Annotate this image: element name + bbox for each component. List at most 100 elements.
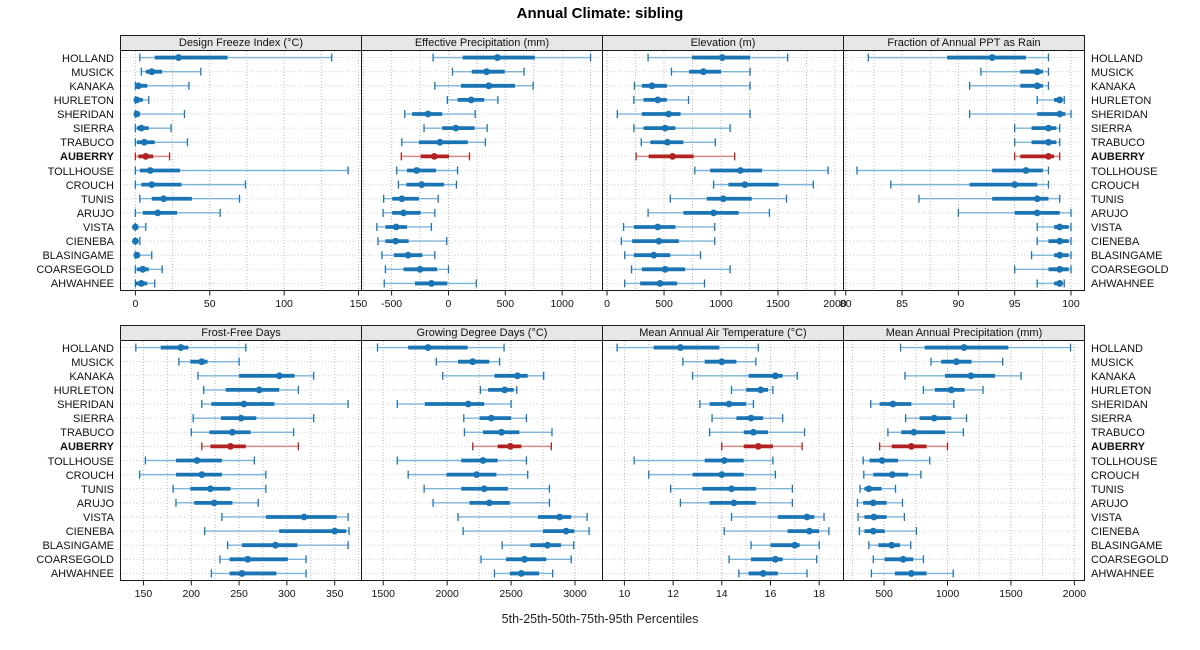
median-dot <box>140 138 148 146</box>
station-label-musick: MUSICK <box>1091 356 1134 369</box>
percentile-bar-sierra <box>423 124 488 133</box>
x-axis-tick-label: 18 <box>813 588 825 600</box>
median-dot <box>718 471 726 479</box>
station-label-vista: VISTA <box>1091 221 1122 234</box>
median-dot <box>669 152 676 160</box>
percentile-bar-arujo <box>957 208 1072 217</box>
percentile-bar-blasingame <box>226 541 349 550</box>
median-dot <box>736 167 744 174</box>
percentile-bar-hurleton <box>133 95 150 104</box>
median-dot <box>133 96 141 104</box>
station-label-tunis: TUNIS <box>1091 193 1124 206</box>
station-label-vista: VISTA <box>83 511 114 524</box>
median-dot <box>514 372 521 380</box>
station-label-auberry: AUBERRY <box>1091 441 1145 454</box>
percentile-bar-sierra <box>711 414 784 423</box>
median-dot <box>544 541 551 549</box>
percentile-bar-coarsegold <box>1014 265 1072 274</box>
station-label-arujo: ARUJO <box>76 207 114 220</box>
station-label-musick: MUSICK <box>71 66 114 79</box>
percentile-bar-coarsegold <box>219 555 307 564</box>
percentile-bar-crouch <box>138 470 267 479</box>
x-axis-tick-label: 0 <box>446 298 452 310</box>
median-dot <box>771 555 779 563</box>
figure-title: Annual Climate: sibling <box>516 5 684 22</box>
median-dot <box>210 499 218 507</box>
median-dot <box>1056 96 1064 104</box>
percentile-bar-trabuco <box>401 138 487 147</box>
percentile-bar-coarsegold <box>480 555 572 564</box>
percentile-bar-trabuco <box>1014 138 1061 147</box>
x-axis-tick-label: 12 <box>667 588 679 600</box>
x-axis-tick-label: 200 <box>183 588 201 600</box>
station-label-blasingame: BLASINGAME <box>1091 250 1163 263</box>
x-axis-tick-label: 500 <box>497 298 515 310</box>
median-dot <box>719 195 727 203</box>
percentile-bar-trabuco <box>887 428 965 437</box>
panel-mean-annual-precipitation: Mean Annual Precipitation (mm) 500 1000 15… <box>843 325 1086 605</box>
percentile-bar-tollhouse <box>862 456 931 465</box>
median-dot <box>676 344 684 351</box>
percentile-bar-kanaka <box>442 371 545 380</box>
station-label-auberry: AUBERRY <box>1091 151 1145 164</box>
percentile-bar-trabuco <box>463 428 553 437</box>
median-dot <box>133 251 141 259</box>
station-label-tollhouse: TOLLHOUSE <box>1091 165 1158 178</box>
median-dot <box>648 82 656 90</box>
plot-growing-degree-days: 1500 2000 2500 3000 <box>361 340 603 600</box>
percentile-bar-blasingame <box>1030 251 1072 260</box>
percentile-bar-vista <box>622 222 716 231</box>
percentile-bar-crouch <box>397 180 458 189</box>
median-dot <box>718 358 726 366</box>
panel-mean-annual-air-temperature: Mean Annual Air Temperature (°C) 10 12 14 1… <box>602 325 844 605</box>
median-dot <box>720 457 728 464</box>
station-label-ahwahnee: AHWAHNEE <box>1091 278 1155 291</box>
station-label-sheridan: SHERIDAN <box>1091 399 1148 412</box>
percentile-bar-trabuco <box>190 428 295 437</box>
x-axis-tick-label: 2000 <box>435 588 459 600</box>
median-dot <box>930 414 938 422</box>
median-dot <box>430 152 438 160</box>
percentile-bar-crouch <box>407 470 529 479</box>
median-dot <box>1033 68 1041 76</box>
station-label-vista: VISTA <box>1091 511 1122 524</box>
median-dot <box>193 457 201 464</box>
median-dot <box>1011 181 1019 189</box>
percentile-bar-sheridan <box>396 400 512 409</box>
percentile-bar-tunis <box>139 194 241 203</box>
median-dot <box>498 428 505 436</box>
panel-effective-precipitation: Effective Precipitation (mm) -500 0 500 100… <box>361 35 603 315</box>
percentile-bar-tollhouse <box>144 456 256 465</box>
median-dot <box>198 358 206 366</box>
median-dot <box>272 541 279 549</box>
median-dot <box>206 485 214 493</box>
station-label-crouch: CROUCH <box>65 179 114 192</box>
percentile-bar-hurleton <box>203 385 300 394</box>
percentile-bar-trabuco <box>134 138 189 147</box>
x-axis-tick-label: 1000 <box>709 298 733 310</box>
station-label-tunis: TUNIS <box>81 483 114 496</box>
percentile-bar-auberry <box>721 442 803 451</box>
percentile-bar-tunis <box>172 484 267 493</box>
station-label-tunis: TUNIS <box>81 193 114 206</box>
panel-header-mean-annual-air-temperature: Mean Annual Air Temperature (°C) <box>602 325 844 341</box>
percentile-bar-tollhouse <box>396 166 459 175</box>
percentile-bar-musick <box>435 357 501 366</box>
median-dot <box>888 541 896 549</box>
panel-header-effective-precipitation: Effective Precipitation (mm) <box>361 35 603 51</box>
percentile-bar-sierra <box>192 414 315 423</box>
median-dot <box>237 414 245 422</box>
median-dot <box>137 280 145 287</box>
percentile-bar-sierra <box>463 414 528 423</box>
median-dot <box>275 372 283 380</box>
percentile-bar-sheridan <box>404 110 476 119</box>
station-label-cieneba: CIENEBA <box>1091 526 1140 539</box>
median-dot <box>664 138 671 146</box>
median-dot <box>899 555 907 563</box>
station-label-sierra: SIERRA <box>73 123 114 136</box>
station-label-sierra: SIERRA <box>73 413 114 426</box>
x-axis-tick-label: 3000 <box>563 588 587 600</box>
station-label-arujo: ARUJO <box>1091 207 1129 220</box>
x-axis-tick-label: -500 <box>381 298 402 310</box>
